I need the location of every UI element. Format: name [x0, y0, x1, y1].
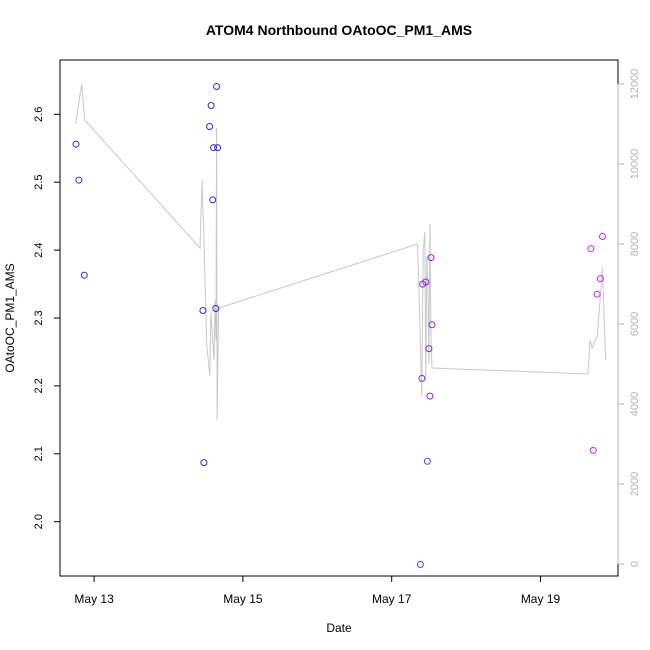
x-tick-label: May 13	[74, 592, 114, 606]
data-point-2	[80, 271, 88, 279]
data-point-15	[422, 278, 430, 286]
y-tick-label: 2.3	[33, 310, 45, 325]
data-point-0	[72, 140, 80, 148]
data-point-20	[428, 321, 436, 329]
data-point-9	[212, 305, 220, 312]
y2-tick-label: 8000	[629, 232, 641, 256]
line-series	[75, 83, 607, 421]
y-tick-label: 2.1	[33, 446, 45, 461]
data-point-6	[207, 102, 215, 109]
data-point-18	[426, 392, 434, 400]
data-point-24	[596, 275, 604, 283]
y2-tick-label: 6000	[629, 312, 641, 336]
x-tick-label: May 19	[521, 592, 561, 606]
bottom-axis: May 13 May 15 May 17 May 19	[74, 575, 561, 606]
data-point-13	[418, 374, 426, 382]
data-point-12	[416, 561, 424, 568]
data-point-25	[599, 233, 606, 240]
data-point-5	[206, 123, 214, 130]
data-point-17	[425, 345, 433, 353]
data-point-19	[427, 254, 435, 262]
data-point-1	[75, 176, 83, 184]
x-tick-label: May 17	[372, 592, 412, 606]
y-axis-label: OAtoOC_PM1_AMS	[3, 263, 17, 372]
data-point-10	[213, 83, 221, 90]
scatter-points	[72, 83, 606, 568]
y2-tick-label: 0	[629, 561, 641, 567]
line-series-path	[75, 83, 607, 421]
y2-tick-label: 10000	[629, 149, 641, 180]
data-point-21	[587, 245, 595, 253]
y-tick-label: 2.6	[33, 107, 45, 122]
y2-tick-label: 4000	[629, 392, 641, 416]
data-point-11	[214, 144, 222, 152]
y2-tick-label: 12000	[629, 69, 641, 100]
data-point-16	[423, 457, 431, 465]
y-tick-label: 2.0	[33, 514, 45, 529]
chart-title: ATOM4 Northbound OAtoOC_PM1_AMS	[206, 22, 472, 38]
x-axis-label: Date	[326, 621, 352, 635]
data-point-22	[589, 446, 597, 454]
y2-tick-label: 2000	[629, 472, 641, 496]
data-point-3	[199, 307, 207, 314]
plot-frame	[59, 59, 619, 577]
data-point-4	[200, 459, 208, 467]
data-point-7	[209, 196, 217, 204]
data-point-8	[210, 144, 217, 152]
x-tick-label: May 15	[223, 592, 263, 606]
y-tick-label: 2.2	[33, 378, 45, 393]
y-tick-label: 2.4	[33, 242, 45, 257]
right-axis: 0 2000 4000 6000 8000 10000 12000	[617, 69, 641, 567]
data-point-23	[593, 290, 601, 298]
y-tick-label: 2.5	[33, 175, 45, 190]
left-axis: 2.0 2.1 2.2 2.3 2.4 2.5 2.6	[33, 107, 61, 529]
